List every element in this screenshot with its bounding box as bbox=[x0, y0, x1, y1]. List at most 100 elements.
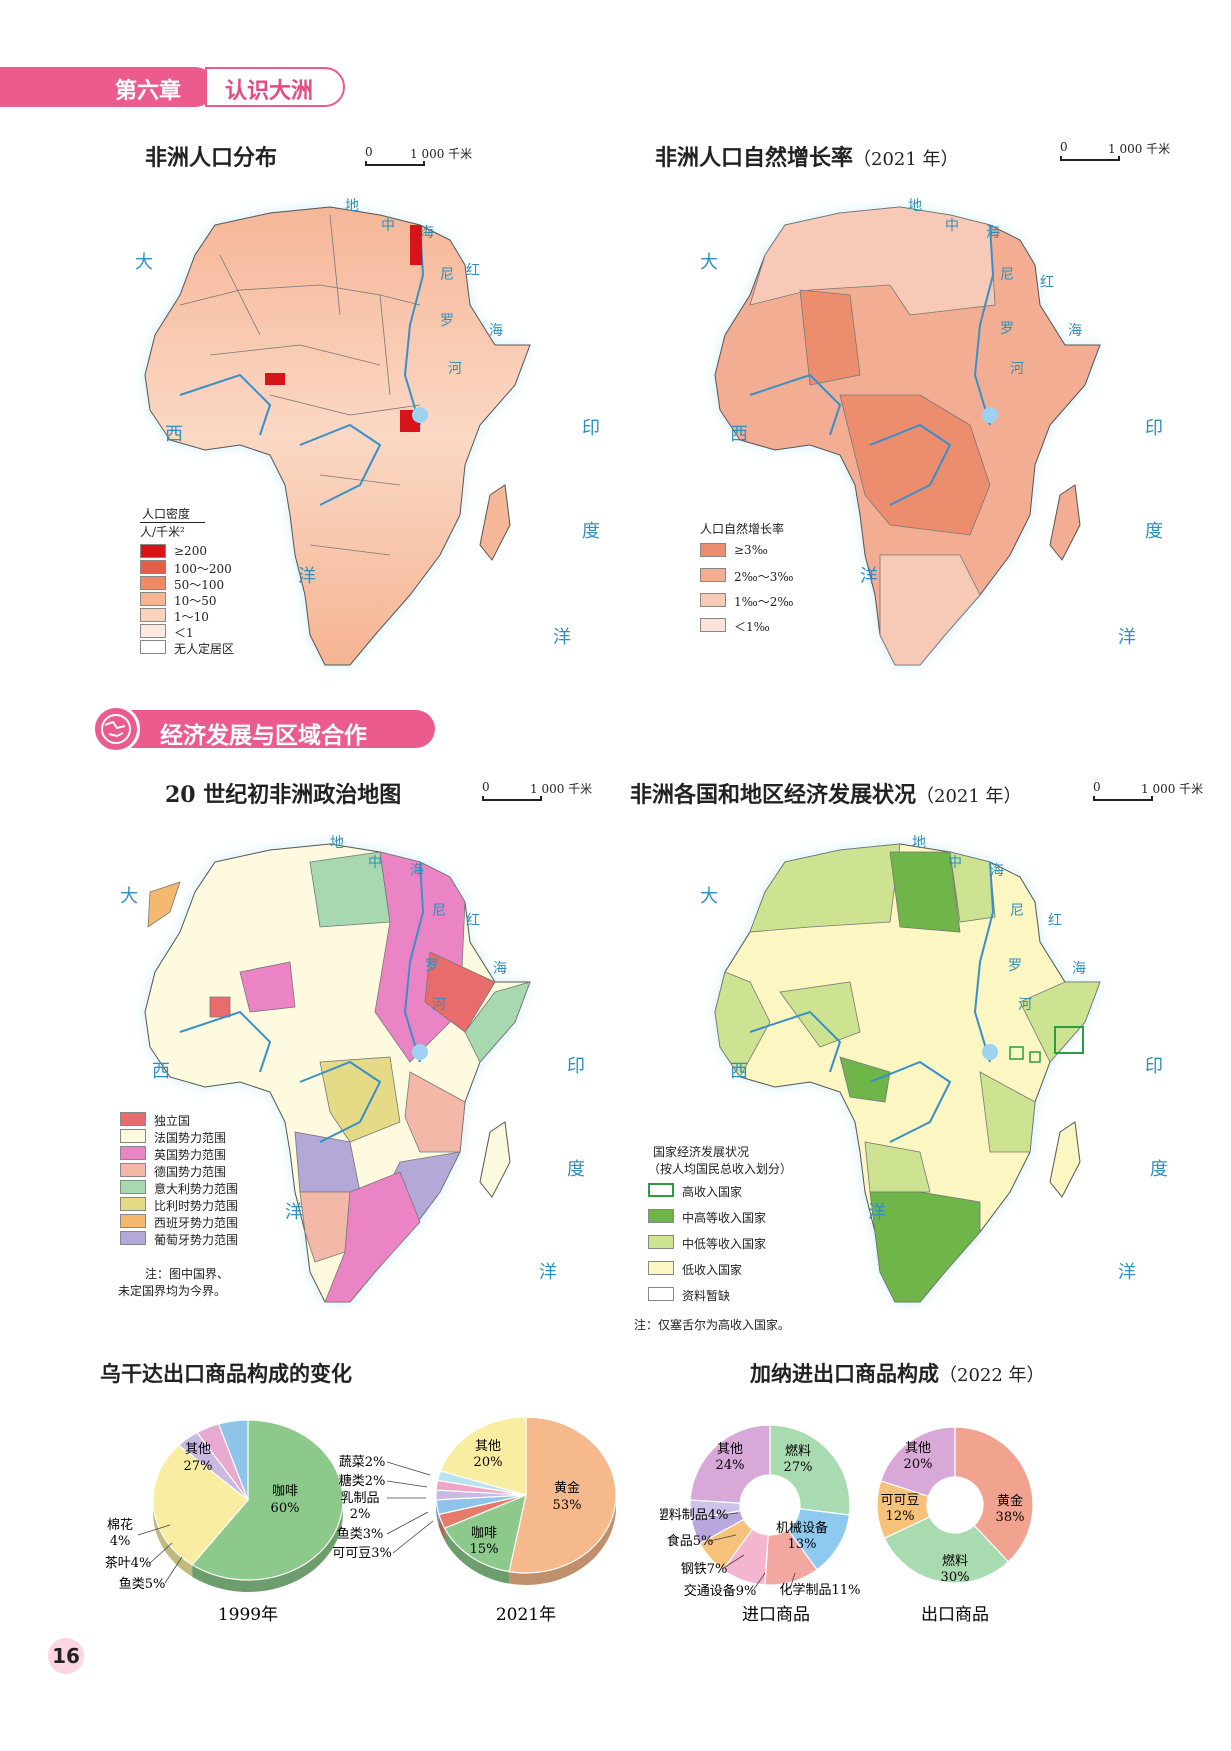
map2-legend-swatch bbox=[700, 543, 726, 557]
label-other-1999: 其他 bbox=[185, 1442, 211, 1457]
ghana-donut-charts: 燃料 27% 其他 24% 机械设备 13% 化学制品11% 交通设备9% 钢铁… bbox=[660, 1424, 1034, 1625]
med-label-3: 海 bbox=[986, 225, 1000, 241]
ocean-atlantic-2: 西 bbox=[152, 1061, 170, 1082]
label-chemical-import: 化学制品11% bbox=[780, 1582, 861, 1598]
map4-legend-label: 资料暂缺 bbox=[682, 1289, 731, 1303]
ocean-indian-1: 印 bbox=[1145, 418, 1163, 439]
map1-legend-label: 1～10 bbox=[174, 610, 209, 624]
map2-legend-swatch bbox=[700, 593, 726, 607]
map2-legend-swatch bbox=[700, 618, 726, 632]
map3-legend-row: 英国势力范围 bbox=[120, 1146, 290, 1163]
map4-legend-row: 高收入国家 bbox=[648, 1183, 818, 1209]
med-label-1: 地 bbox=[330, 835, 344, 851]
nile-label-3: 河 bbox=[1018, 997, 1032, 1013]
map4-legend-row: 中低等收入国家 bbox=[648, 1235, 818, 1261]
map3-legend-label: 葡萄牙势力范围 bbox=[154, 1233, 239, 1247]
map3-note-2: 未定国界均为今界。 bbox=[118, 1284, 227, 1298]
map4-title: 非洲各国和地区经济发展状况（2021 年） bbox=[630, 777, 1022, 809]
label-dairy-pct-2021: 2% bbox=[350, 1507, 371, 1522]
caption-1999: 1999年 bbox=[218, 1605, 278, 1625]
map2-legend-row: ＜1‰ bbox=[700, 618, 850, 643]
red-sea-label-1: 红 bbox=[466, 913, 480, 929]
med-label-1: 地 bbox=[908, 198, 922, 214]
nile-label-2: 罗 bbox=[440, 313, 454, 329]
nile-label-3: 河 bbox=[448, 361, 462, 377]
map3-legend-label: 英国势力范围 bbox=[154, 1148, 227, 1162]
label-other-pct-1999: 27% bbox=[184, 1459, 213, 1474]
pie-slice-燃料 bbox=[769, 1424, 851, 1516]
nile-label-2: 罗 bbox=[1008, 958, 1022, 974]
map4-legend: 国家经济发展状况 （按人均国民总收入划分） 高收入国家 中高等收入国家 中低等收入国… bbox=[648, 1143, 818, 1313]
label-gold-2021: 黄金 bbox=[554, 1480, 580, 1496]
med-label-3: 海 bbox=[420, 225, 434, 241]
chapter-name: 认识大洲 bbox=[225, 79, 314, 104]
ocean-atlantic-1: 大 bbox=[135, 252, 153, 273]
red-sea-label-2: 海 bbox=[1072, 961, 1086, 977]
ocean-atlantic-3: 洋 bbox=[868, 1202, 886, 1223]
map4-legend-row: 低收入国家 bbox=[648, 1261, 818, 1287]
map4-legend-title-1: 国家经济发展状况 bbox=[653, 1145, 750, 1159]
map1-legend-swatch bbox=[140, 608, 166, 622]
map3-legend-label: 比利时势力范围 bbox=[154, 1199, 239, 1213]
ghana-year: （2022 年） bbox=[939, 1365, 1045, 1386]
map1-legend-row: ≥200 bbox=[140, 544, 310, 560]
caption-exports: 出口商品 bbox=[921, 1605, 989, 1625]
map4-legend-swatch bbox=[648, 1261, 674, 1275]
map1-legend-swatch bbox=[140, 544, 166, 558]
label-coffee-2021: 咖啡 bbox=[471, 1526, 497, 1541]
map2-legend-row: 1‰～2‰ bbox=[700, 593, 850, 618]
pie-slice-其他 bbox=[689, 1424, 771, 1504]
caption-2021: 2021年 bbox=[496, 1605, 556, 1625]
med-label-2: 中 bbox=[948, 855, 962, 871]
map1-legend-swatch bbox=[140, 560, 166, 574]
map2-scale: 0 1 000 千米 bbox=[1060, 140, 1190, 170]
pie-slice-side-可可豆 bbox=[438, 1514, 445, 1541]
label-other-pct-2021: 20% bbox=[474, 1455, 503, 1470]
med-label-2: 中 bbox=[368, 855, 382, 871]
pie-slice-其他 bbox=[152, 1444, 249, 1566]
map2-africa bbox=[714, 206, 1101, 666]
map1-legend-label: 10～50 bbox=[174, 594, 217, 608]
map3-legend-label: 德国势力范围 bbox=[154, 1165, 227, 1179]
map1-legend: 人口密度 人/千米² ≥200 100～200 50～100 10～50 1～10 ＜1 无… bbox=[140, 505, 310, 656]
pie-slice-side-其他 bbox=[153, 1445, 193, 1577]
map1-legend-label: 50～100 bbox=[174, 578, 225, 592]
ocean-indian-3: 洋 bbox=[553, 627, 571, 648]
uganda-chart-title: 乌干达出口商品构成的变化 bbox=[100, 1361, 352, 1386]
red-sea-label-1: 红 bbox=[1048, 913, 1062, 929]
map1-legend-swatch bbox=[140, 640, 166, 654]
label-cotton-pct-1999: 4% bbox=[110, 1534, 131, 1549]
label-coffee-pct-2021: 15% bbox=[470, 1542, 499, 1557]
map4-legend-row: 资料暂缺 bbox=[648, 1287, 818, 1313]
ocean-indian-1: 印 bbox=[567, 1056, 585, 1077]
map3-legend-swatch bbox=[120, 1214, 146, 1228]
label-cocoa-pct-export: 12% bbox=[886, 1509, 915, 1524]
map3-legend-row: 法国势力范围 bbox=[120, 1129, 290, 1146]
label-steel-import: 钢铁7% bbox=[681, 1562, 728, 1577]
map2-title: 非洲人口自然增长率（2021 年） bbox=[655, 140, 959, 172]
label-coffee-pct-1999: 60% bbox=[271, 1501, 300, 1516]
map1-legend-label: ＜1 bbox=[174, 626, 194, 640]
map1-legend-row: 1～10 bbox=[140, 608, 310, 624]
ocean-indian-3: 洋 bbox=[1118, 1262, 1136, 1283]
nile-label-3: 河 bbox=[432, 997, 446, 1013]
label-gold-export: 黄金 bbox=[997, 1493, 1023, 1509]
map4-africa bbox=[714, 843, 1101, 1303]
map1-legend-label: 100～200 bbox=[174, 562, 232, 576]
pie-1999 bbox=[152, 1419, 344, 1592]
map4-legend-swatch bbox=[648, 1209, 674, 1223]
map2-legend-row: ≥3‰ bbox=[700, 543, 850, 568]
nile-label-1: 尼 bbox=[432, 903, 446, 919]
label-other-import: 其他 bbox=[717, 1442, 743, 1457]
red-sea-label-2: 海 bbox=[493, 961, 507, 977]
pie-slice-咖啡 bbox=[443, 1494, 527, 1573]
map2-legend-label: ＜1‰ bbox=[734, 620, 770, 634]
map3-africa bbox=[144, 843, 531, 1303]
label-other-2021: 其他 bbox=[475, 1439, 501, 1454]
nile-label-2: 罗 bbox=[1000, 321, 1014, 337]
nile-label-1: 尼 bbox=[1010, 903, 1024, 919]
red-sea-label-1: 红 bbox=[1040, 275, 1054, 291]
pie-slice-黄金 bbox=[508, 1416, 617, 1574]
scale-zero: 0 bbox=[482, 780, 490, 794]
map3-legend-row: 意大利势力范围 bbox=[120, 1180, 290, 1197]
